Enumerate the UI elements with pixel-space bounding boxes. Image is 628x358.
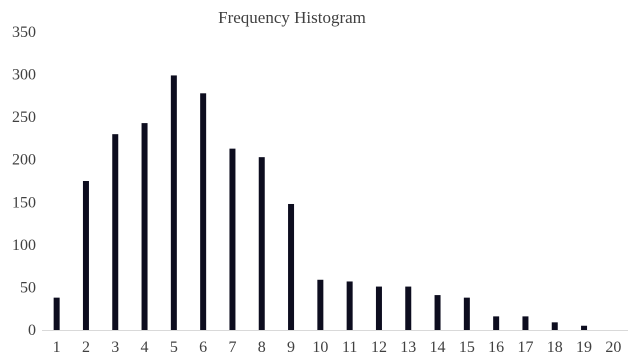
x-tick-label: 20 — [605, 339, 621, 356]
y-axis-ticks: 0 50 100 150 200 250 300 350 — [12, 24, 36, 339]
bar — [405, 286, 412, 330]
bar — [434, 295, 441, 330]
y-tick-label: 200 — [12, 152, 36, 169]
bar — [317, 279, 324, 330]
x-tick-label: 19 — [576, 339, 592, 356]
x-tick-label: 18 — [547, 339, 563, 356]
x-tick-label: 12 — [371, 339, 387, 356]
y-tick-label: 50 — [20, 279, 36, 296]
bar — [375, 286, 382, 330]
bars-group — [53, 75, 588, 331]
x-tick-label: 15 — [459, 339, 475, 356]
x-tick-label: 4 — [141, 339, 149, 356]
bar — [200, 93, 207, 330]
bar — [141, 123, 148, 330]
x-tick-label: 13 — [400, 339, 416, 356]
bar — [53, 297, 60, 330]
x-tick-label: 6 — [199, 339, 207, 356]
bar — [288, 203, 295, 330]
x-tick-label: 14 — [430, 339, 446, 356]
y-tick-label: 350 — [12, 24, 36, 41]
x-tick-label: 9 — [287, 339, 295, 356]
y-tick-label: 0 — [28, 322, 36, 339]
bar — [551, 322, 558, 330]
x-tick-label: 17 — [517, 339, 533, 356]
bar — [82, 181, 89, 330]
bar — [581, 325, 588, 330]
bar — [346, 281, 353, 330]
chart-title: Frequency Histogram — [218, 8, 366, 27]
x-tick-label: 5 — [170, 339, 178, 356]
y-tick-label: 100 — [12, 237, 36, 254]
x-tick-label: 11 — [342, 339, 357, 356]
bar — [170, 75, 177, 331]
x-tick-label: 3 — [111, 339, 119, 356]
x-tick-label: 7 — [228, 339, 236, 356]
x-tick-label: 16 — [488, 339, 504, 356]
bar — [258, 157, 265, 330]
x-tick-label: 8 — [258, 339, 266, 356]
bar — [493, 316, 500, 330]
x-tick-label: 1 — [53, 339, 61, 356]
y-tick-label: 150 — [12, 194, 36, 211]
bar — [522, 316, 529, 330]
y-tick-label: 250 — [12, 109, 36, 126]
bar — [463, 297, 470, 330]
x-tick-label: 10 — [312, 339, 328, 356]
x-axis-ticks: 1 2 3 4 5 6 7 8 9 10 11 12 13 14 15 16 17 18 19 20 — [53, 339, 622, 356]
y-tick-label: 300 — [12, 67, 36, 84]
x-tick-label: 2 — [82, 339, 90, 356]
bar — [229, 148, 236, 330]
bar — [112, 134, 119, 330]
